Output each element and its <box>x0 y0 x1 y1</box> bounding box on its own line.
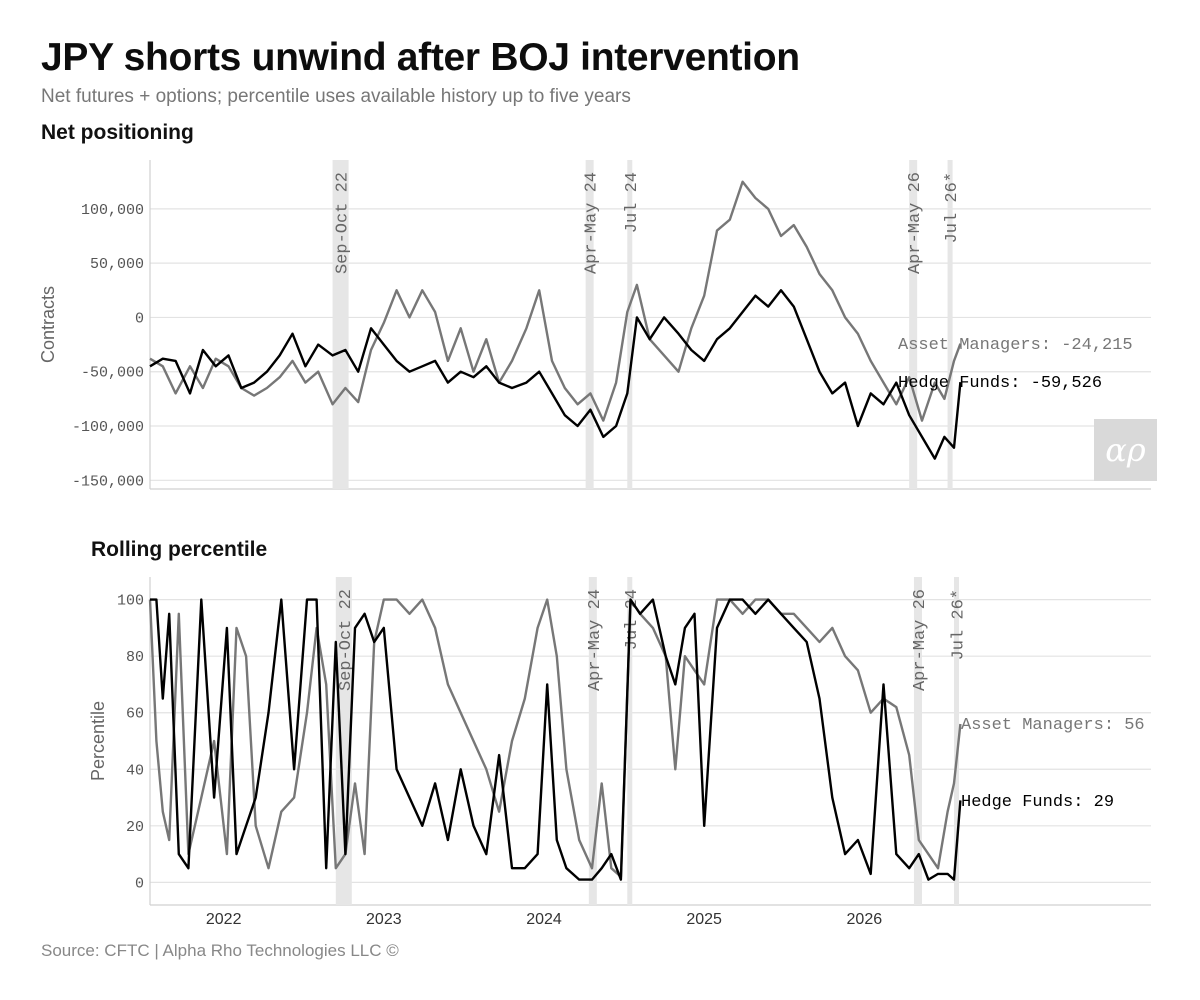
chart-title: JPY shorts unwind after BOJ intervention <box>41 36 800 79</box>
shaded-period-label: Apr-May 24 <box>586 589 605 691</box>
series-line-hedge-funds <box>150 598 962 881</box>
y-tick-label: -100,000 <box>72 419 144 436</box>
shaded-period-label: Jul 24 <box>623 172 642 233</box>
y-tick-label: 0 <box>135 310 144 327</box>
source-note: Source: CFTC | Alpha Rho Technologies LL… <box>41 941 399 960</box>
y-axis-label: Contracts <box>38 286 58 363</box>
panel-title-rolling-percentile: Rolling percentile <box>91 538 268 561</box>
panel-title-net-positioning: Net positioning <box>41 121 194 144</box>
shaded-period-label: Apr-May 26 <box>906 172 925 274</box>
shaded-period-label: Sep-Oct 22 <box>334 172 353 274</box>
x-tick-label: 2025 <box>686 911 722 928</box>
x-tick-label: 2023 <box>366 911 402 928</box>
shaded-period <box>954 577 960 905</box>
series-end-label: Hedge Funds: 29 <box>961 793 1114 812</box>
shaded-period <box>585 160 594 489</box>
y-tick-label: 80 <box>126 649 144 666</box>
y-tick-label: 60 <box>126 706 144 723</box>
y-tick-label: 50,000 <box>90 256 144 273</box>
shaded-period-label: Apr-May 24 <box>583 172 602 274</box>
y-tick-label: 100 <box>117 593 144 610</box>
y-tick-label: 0 <box>135 875 144 892</box>
shaded-period-label: Apr-May 26 <box>911 589 930 691</box>
shaded-period <box>627 577 633 905</box>
shaded-period-label: Jul 26* <box>950 589 969 660</box>
y-tick-label: 40 <box>126 762 144 779</box>
shaded-period <box>909 160 918 489</box>
y-tick-label: 20 <box>126 819 144 836</box>
shaded-period-label: Jul 26* <box>943 172 962 243</box>
y-tick-label: 100,000 <box>81 202 144 219</box>
x-tick-label: 2024 <box>526 911 562 928</box>
shaded-period <box>588 577 597 905</box>
shaded-period <box>627 160 633 489</box>
series-end-label: Asset Managers: -24,215 <box>898 336 1133 355</box>
series-end-label: Hedge Funds: -59,526 <box>898 374 1102 393</box>
shaded-period <box>913 577 922 905</box>
shaded-period-label: Jul 24 <box>623 589 642 650</box>
y-axis-label: Percentile <box>88 701 108 781</box>
y-tick-label: -50,000 <box>81 365 144 382</box>
series-line-asset-managers <box>149 180 962 422</box>
x-tick-label: 2026 <box>847 911 883 928</box>
alpha-rho-logo: αρ <box>1094 419 1157 481</box>
series-line-asset-managers <box>148 598 962 878</box>
series-line-hedge-funds <box>149 289 962 460</box>
series-end-label: Asset Managers: 56 <box>961 716 1145 735</box>
x-tick-label: 2022 <box>206 911 242 928</box>
shaded-period-label: Sep-Oct 22 <box>337 589 356 691</box>
shaded-period <box>332 160 349 489</box>
chart-subtitle: Net futures + options; percentile uses a… <box>41 86 631 107</box>
y-tick-label: -150,000 <box>72 473 144 490</box>
shaded-period <box>947 160 953 489</box>
